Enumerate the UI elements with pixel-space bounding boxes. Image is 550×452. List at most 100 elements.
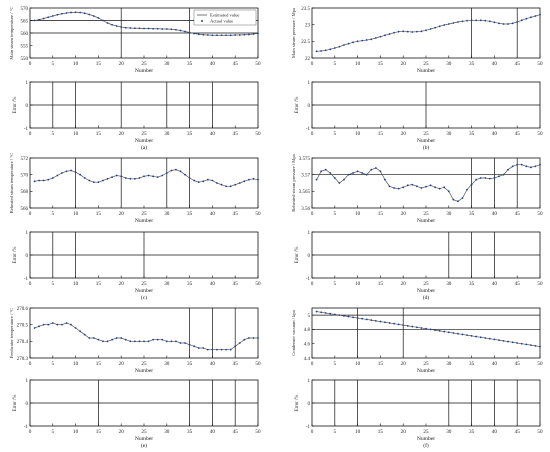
- chart-a-point-actual: [220, 34, 223, 37]
- chart-c-error-xtick-label: 30: [164, 281, 170, 287]
- chart-b-point-actual: [338, 45, 341, 48]
- chart-d-point-actual: [443, 186, 446, 189]
- chart-b-point-actual: [466, 19, 468, 22]
- chart-f-error-xtick-label: 45: [515, 429, 521, 435]
- chart-c-point-actual: [165, 172, 168, 174]
- chart-a-point-actual: [175, 28, 177, 31]
- chart-f-point-actual: [429, 328, 432, 331]
- chart-b-error-xtick-label: 35: [469, 131, 475, 137]
- chart-e-point-actual: [147, 340, 150, 343]
- chart-b-main-xtick-label: 50: [537, 61, 543, 67]
- chart-e-error-xtick-label: 0: [29, 429, 32, 435]
- chart-a-error-xtick-label: 50: [255, 131, 261, 137]
- chart-d-point-actual: [393, 187, 395, 189]
- chart-f-point-actual: [525, 343, 528, 346]
- chart-b-point-actual: [397, 30, 400, 33]
- chart-a-point-actual: [88, 13, 91, 16]
- chart-d-error-xtick-label: 0: [311, 281, 314, 287]
- chart-a-point-actual: [143, 27, 145, 30]
- chart-f-error-xtick-label: 40: [492, 429, 498, 435]
- chart-b-point-actual: [520, 19, 523, 22]
- chart-c-point-actual: [129, 177, 132, 180]
- chart-f-point-actual: [415, 326, 418, 329]
- chart-d-point-actual: [493, 177, 496, 179]
- chart-b-point-actual: [324, 49, 327, 52]
- chart-d-point-actual: [479, 177, 482, 179]
- chart-f-point-actual: [493, 338, 496, 341]
- chart-b-main-ytick-label: 23.5: [301, 7, 310, 12]
- chart-b-main-xtick-label: 40: [492, 61, 498, 67]
- chart-d-point-actual: [420, 187, 423, 189]
- chart-c-point-actual: [143, 175, 145, 178]
- chart-b-error-xtick-label: 20: [401, 131, 407, 137]
- chart-d-main-xtick-label: 30: [446, 211, 452, 217]
- chart-a-point-actual: [234, 34, 237, 36]
- chart-a-error-ytick-label: 1: [26, 81, 29, 86]
- chart-d-point-actual: [498, 175, 500, 178]
- chart-e-point-actual: [83, 333, 86, 336]
- chart-a-point-actual: [124, 26, 127, 29]
- chart-a-main-xtick-label: 30: [164, 61, 170, 67]
- chart-e-main-xtick-label: 5: [52, 361, 55, 367]
- chart-b-point-actual: [461, 20, 464, 23]
- chart-c-main-xtick-label: 20: [119, 211, 125, 217]
- chart-a-main-xtick-label: 10: [73, 61, 79, 67]
- chart-a-point-actual: [211, 34, 214, 37]
- chart-a-point-actual: [106, 22, 109, 24]
- chart-a-point-actual: [161, 28, 164, 30]
- chart-d-error-xtick-label: 40: [492, 281, 498, 287]
- chart-d-point-actual: [370, 168, 373, 171]
- chart-b-point-actual: [379, 35, 382, 38]
- chart-b-point-actual: [443, 24, 446, 26]
- chart-e-point-actual: [152, 338, 155, 341]
- chart-b-point-actual: [320, 50, 323, 52]
- chart-c-point-actual: [79, 173, 82, 176]
- chart-a-point-actual: [138, 27, 141, 30]
- chart-a-point-actual: [179, 29, 182, 32]
- chart-d-main-xtick-label: 35: [469, 211, 475, 217]
- chart-b-error-xtick-label: 30: [446, 131, 452, 137]
- chart-c-point-actual: [88, 179, 91, 182]
- chart-b-point-actual: [333, 47, 336, 49]
- chart-a-point-actual: [188, 31, 191, 34]
- chart-f-error-xtick-label: 15: [378, 429, 384, 435]
- chart-e-main-xtick-label: 40: [210, 361, 216, 367]
- chart-d-caption: (d): [423, 294, 430, 301]
- chart-c-point-actual: [124, 177, 127, 179]
- chart-c-main-xtick-label: 50: [255, 211, 261, 217]
- chart-a-point-actual: [247, 33, 250, 36]
- chart-c-point-actual: [252, 177, 255, 180]
- chart-b-point-actual: [329, 48, 332, 51]
- chart-b-point-actual: [516, 21, 519, 23]
- chart-e-point-actual: [225, 348, 227, 351]
- chart-e-point-actual: [111, 338, 113, 341]
- chart-b-main-ytick-label: 23: [305, 23, 311, 28]
- chart-e-main-xtick-label: 20: [119, 361, 125, 367]
- chart-e-point-actual: [229, 348, 232, 351]
- chart-b-point-actual: [457, 21, 459, 23]
- chart-f-point-actual: [488, 337, 491, 340]
- chart-f-main-xtick-label: 25: [423, 361, 429, 367]
- chart-c-main-ytick-label: 570: [21, 173, 29, 178]
- chart-d-main-xtick-label: 40: [492, 211, 498, 217]
- chart-a-point-actual: [74, 11, 77, 14]
- chart-b-point-actual: [356, 40, 359, 43]
- chart-d-point-actual: [415, 185, 418, 188]
- chart-c-error-ytick-label: 0: [26, 254, 29, 259]
- chart-d-point-actual: [315, 178, 318, 181]
- chart-e-point-actual: [165, 340, 168, 343]
- chart-c-error-ylabel: Error /%: [13, 247, 18, 264]
- chart-f-point-actual: [352, 316, 354, 319]
- chart-b-point-actual: [429, 28, 432, 30]
- chart-e-point-actual: [102, 340, 104, 343]
- chart-b-point-actual: [447, 23, 450, 25]
- chart-d-point-actual: [388, 185, 391, 188]
- chart-b: 0 5 10 15 20 25 30 35 40 45 502222.52323.5NumberMa…: [291, 7, 543, 151]
- chart-d-point-actual: [343, 178, 345, 181]
- chart-a-error-ylabel: Error /%: [13, 97, 18, 114]
- chart-b-caption: (b): [423, 144, 430, 151]
- chart-a-main-xtick-label: 45: [233, 61, 239, 67]
- chart-e-error-xtick-label: 45: [233, 429, 239, 435]
- chart-f-point-actual: [466, 334, 468, 337]
- chart-c-ylabel: Reheated steam temperature / °C: [9, 153, 14, 214]
